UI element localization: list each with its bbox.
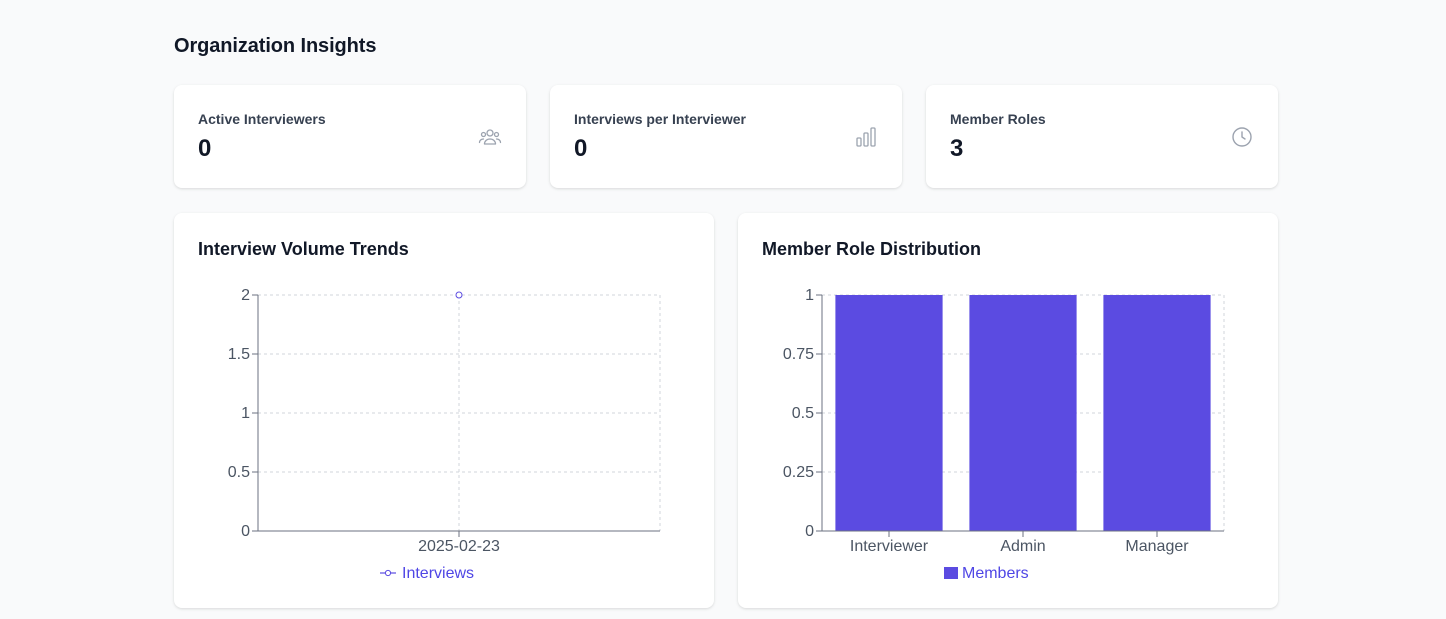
chart-title: Member Role Distribution: [762, 239, 982, 259]
bar: [1103, 295, 1211, 531]
bar: [835, 295, 943, 531]
stat-value: 3: [950, 135, 964, 162]
stat-label: Member Roles: [950, 111, 1046, 127]
member-role-chart: 0 0.25 0.5 0.75 1 Interviewer Admin Manager Memb…: [783, 287, 1225, 582]
y-tick-label: 0: [241, 523, 250, 540]
y-tick-label: 0.25: [783, 464, 814, 481]
clock-icon: [1232, 127, 1252, 147]
member-role-card: Member Role Distribution 0 0.25 0.5 0.75 1 In…: [738, 213, 1278, 608]
y-tick-label: 0.5: [228, 464, 250, 481]
stat-label: Interviews per Interviewer: [574, 111, 746, 127]
data-point: [455, 291, 463, 299]
stat-card-member-roles: Member Roles 3: [926, 85, 1278, 188]
stat-value: 0: [198, 135, 212, 162]
y-tick-label: 0.5: [792, 405, 814, 422]
legend-label: Interviews: [402, 565, 474, 582]
chart-title: Interview Volume Trends: [198, 239, 409, 259]
legend-marker-icon: [384, 569, 392, 577]
bar: [969, 295, 1077, 531]
page-title: Organization Insights: [174, 35, 377, 57]
x-tick-label: Interviewer: [850, 538, 929, 555]
users-icon: [478, 129, 502, 145]
stat-card-interviews-per-interviewer: Interviews per Interviewer 0: [550, 85, 902, 188]
y-tick-label: 0: [805, 523, 814, 540]
x-tick-label: 2025-02-23: [418, 538, 500, 555]
x-tick-label: Manager: [1125, 538, 1189, 555]
legend-swatch-icon: [944, 567, 958, 579]
y-tick-label: 1: [241, 405, 250, 422]
x-tick-label: Admin: [1000, 538, 1045, 555]
interview-volume-card: Interview Volume Trends 0 0.5 1 1.5 2 2025-02…: [174, 213, 714, 608]
legend-label: Members: [962, 565, 1029, 582]
y-tick-label: 0.75: [783, 346, 814, 363]
stat-card-active-interviewers: Active Interviewers 0: [174, 85, 526, 188]
stat-value: 0: [574, 135, 588, 162]
y-tick-label: 2: [241, 287, 250, 304]
y-tick-label: 1.5: [228, 346, 250, 363]
bar-chart-icon: [856, 127, 876, 147]
interview-volume-chart: 0 0.5 1 1.5 2 2025-02-23 Interviews: [228, 287, 661, 582]
stat-label: Active Interviewers: [198, 111, 326, 127]
y-tick-label: 1: [805, 287, 814, 304]
